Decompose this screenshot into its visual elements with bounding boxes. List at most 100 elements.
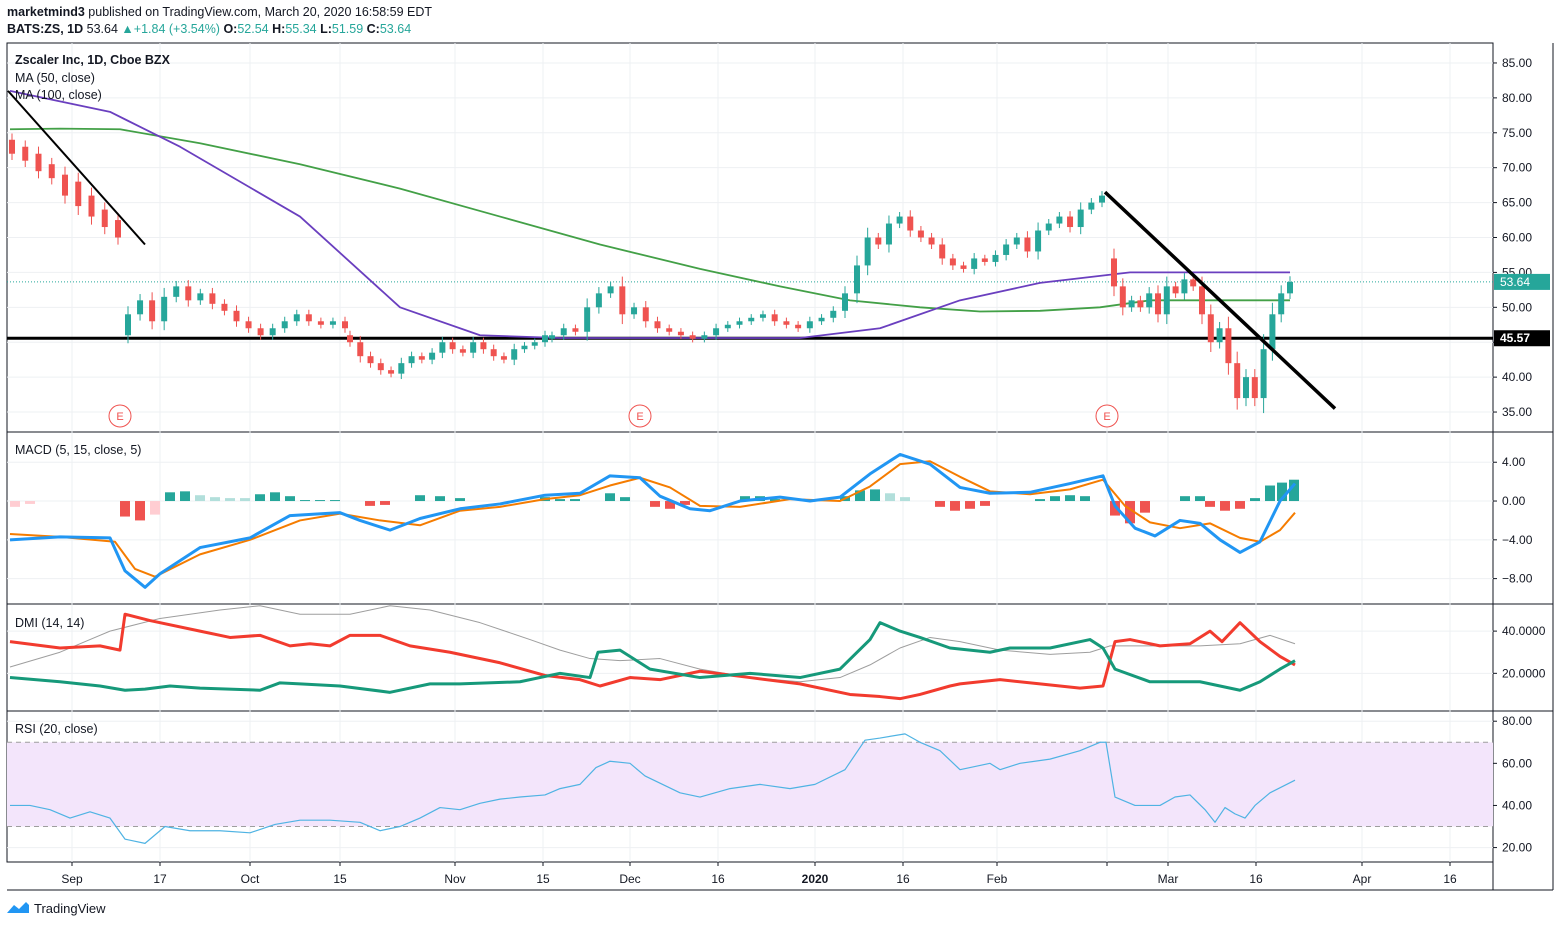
macd-histogram-bar bbox=[665, 501, 675, 509]
macd-histogram-bar bbox=[1050, 496, 1060, 502]
brand-name[interactable]: TradingView bbox=[34, 900, 106, 916]
candle-body bbox=[854, 265, 860, 294]
time-tick-label: 15 bbox=[536, 872, 550, 886]
candle-body bbox=[1088, 202, 1095, 210]
candle-body bbox=[233, 310, 240, 322]
symbol-line: BATS:ZS, 1D 53.64 ▲+1.84 (+3.54%) O:52.5… bbox=[7, 22, 411, 36]
macd-histogram-bar bbox=[1065, 495, 1075, 502]
candle-body bbox=[992, 254, 999, 262]
candle-body bbox=[907, 216, 914, 231]
up-arrow-icon: ▲ bbox=[121, 22, 134, 36]
candle-body bbox=[137, 300, 144, 315]
candle-body bbox=[1013, 237, 1020, 245]
candle-body bbox=[293, 314, 300, 322]
last-price-tag bbox=[1494, 273, 1550, 290]
low-label: L: bbox=[320, 22, 332, 36]
macd-axis-tick-label: 4.00 bbox=[1502, 455, 1526, 469]
rsi-axis-tick-label: 80.00 bbox=[1502, 714, 1532, 728]
candle-body bbox=[1024, 237, 1031, 252]
macd-histogram-bar bbox=[980, 501, 990, 506]
dmi-axis-tick-label: 40.0000 bbox=[1502, 624, 1546, 638]
candle-body bbox=[1225, 328, 1232, 364]
candle-body bbox=[173, 286, 180, 297]
candle-body bbox=[928, 237, 935, 245]
candle-body bbox=[439, 342, 446, 353]
candle-body bbox=[724, 324, 731, 329]
candle-body bbox=[1099, 195, 1105, 203]
ma100-line bbox=[9, 127, 1290, 313]
trendline-1 bbox=[7, 90, 146, 246]
last-price-label: 53.64 bbox=[1500, 275, 1530, 289]
macd-histogram-bar bbox=[885, 493, 895, 502]
price-axis-tick-label: 40.00 bbox=[1502, 370, 1532, 384]
candle-body bbox=[1216, 328, 1223, 343]
macd-histogram-bar bbox=[1235, 501, 1245, 509]
candle-body bbox=[75, 181, 82, 207]
candle-body bbox=[1269, 314, 1276, 350]
candle-body bbox=[1119, 286, 1126, 308]
candle-body bbox=[490, 349, 497, 357]
time-tick-label: Sep bbox=[61, 872, 83, 886]
candle-body bbox=[701, 335, 708, 339]
candle-body bbox=[62, 174, 68, 196]
macd-histogram-bar bbox=[225, 498, 235, 502]
earnings-marker bbox=[1095, 404, 1119, 428]
candle-body bbox=[713, 328, 720, 336]
candle-body bbox=[449, 342, 456, 350]
candle-body bbox=[619, 286, 626, 315]
macd-histogram-bar bbox=[1180, 496, 1190, 502]
low-value: 51.59 bbox=[331, 22, 364, 36]
macd-signal-line bbox=[9, 460, 1296, 578]
time-tick-label: 15 bbox=[333, 872, 347, 886]
price-legend-entry: MA (50, close) bbox=[15, 71, 95, 85]
candle-body bbox=[1146, 293, 1153, 308]
earnings-marker bbox=[108, 404, 132, 428]
candle-body bbox=[367, 356, 374, 364]
candle-body bbox=[864, 237, 871, 266]
price-change: +1.84 (+3.54%) bbox=[133, 22, 220, 36]
macd-histogram-bar bbox=[10, 501, 20, 507]
macd-histogram-bar bbox=[855, 490, 865, 502]
candle-body bbox=[48, 164, 55, 179]
candle-body bbox=[1035, 230, 1042, 252]
macd-histogram-bar bbox=[870, 489, 880, 502]
tradingview-logo-icon bbox=[7, 902, 29, 913]
time-tick-label: Dec bbox=[619, 872, 640, 886]
candle-body bbox=[842, 293, 848, 311]
earnings-marker bbox=[628, 404, 652, 428]
macd-histogram-bar bbox=[650, 501, 660, 507]
close-value: 53.64 bbox=[379, 22, 412, 36]
candle-body bbox=[896, 216, 903, 224]
candle-body bbox=[1111, 258, 1117, 287]
macd-pane-title: MACD (5, 15, close, 5) bbox=[15, 443, 141, 457]
candle-body bbox=[429, 352, 436, 360]
candle-body bbox=[1003, 244, 1010, 255]
candle-body bbox=[347, 335, 353, 343]
macd-histogram-bar bbox=[435, 496, 445, 502]
macd-axis-tick-label: 0.00 bbox=[1502, 494, 1526, 508]
time-tick-label: Feb bbox=[987, 872, 1008, 886]
candle-body bbox=[1260, 349, 1267, 399]
rsi-line bbox=[10, 733, 1296, 844]
candle-body bbox=[806, 321, 813, 329]
candle-body bbox=[500, 356, 507, 360]
symbol-label[interactable]: BATS:ZS, 1D bbox=[7, 22, 84, 36]
support-price-tag bbox=[1494, 330, 1550, 347]
candle-body bbox=[584, 307, 591, 332]
candle-body bbox=[125, 314, 131, 336]
macd-histogram-bar bbox=[1265, 485, 1275, 502]
candle-body bbox=[408, 356, 415, 364]
macd-histogram-bar bbox=[900, 497, 910, 502]
candle-body bbox=[759, 314, 766, 318]
macd-histogram-bar bbox=[150, 501, 160, 515]
price-axis-tick-label: 35.00 bbox=[1502, 405, 1532, 419]
candle-body bbox=[830, 310, 837, 318]
candle-body bbox=[531, 342, 538, 346]
last-price: 53.64 bbox=[86, 22, 118, 36]
candle-body bbox=[689, 335, 696, 339]
chart-canvas[interactable]: 85.0080.0075.0070.0065.0060.0055.0050.00… bbox=[0, 0, 1560, 900]
candle-body bbox=[1190, 279, 1197, 287]
macd-histogram-bar bbox=[770, 499, 780, 502]
author-name[interactable]: marketmind3 bbox=[7, 5, 85, 19]
macd-histogram-bar bbox=[620, 497, 630, 502]
